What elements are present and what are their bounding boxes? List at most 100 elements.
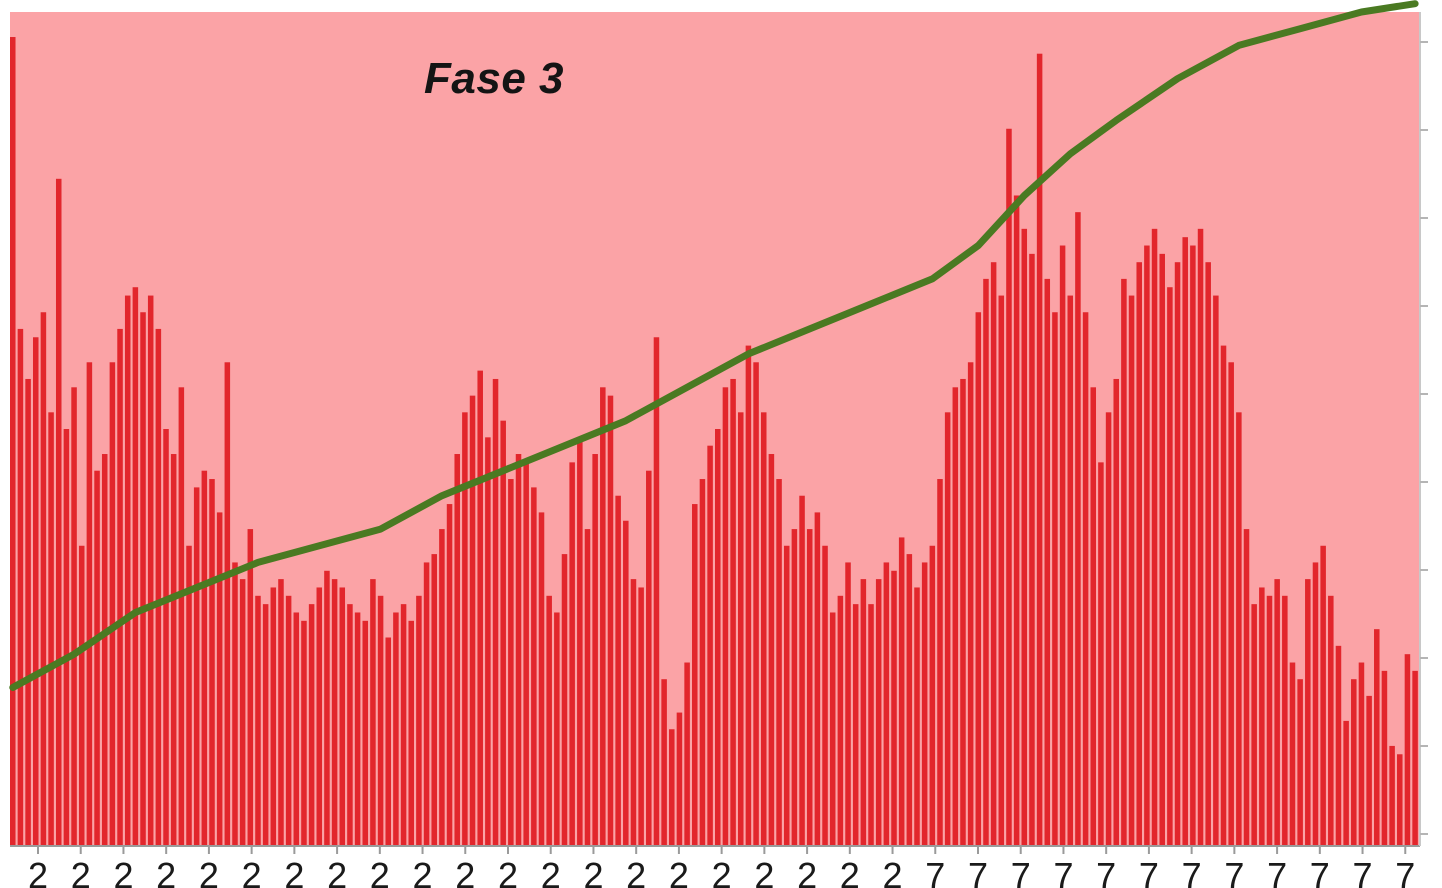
bar (653, 337, 660, 846)
bar (814, 512, 821, 846)
bar (446, 504, 453, 846)
bar (669, 729, 675, 846)
bar (1343, 720, 1349, 846)
x-tick-label: 7 (1053, 855, 1073, 888)
bar (301, 620, 307, 846)
bar (1082, 312, 1089, 846)
x-tick-label: 7 (1353, 855, 1373, 888)
bar (875, 579, 882, 846)
bar (1236, 412, 1242, 846)
bar (1067, 295, 1074, 846)
x-tick-label: 2 (242, 855, 262, 888)
bar (883, 562, 890, 846)
bar (155, 328, 162, 846)
bar (799, 495, 805, 846)
bar (1059, 245, 1066, 846)
bar (94, 470, 100, 846)
bar (1282, 595, 1288, 846)
x-tick-label: 7 (1011, 855, 1031, 888)
bar (431, 554, 437, 846)
bar (914, 587, 920, 846)
bar (990, 262, 997, 846)
bar (71, 387, 77, 846)
bar (921, 562, 928, 846)
bar (944, 412, 951, 846)
bar (768, 454, 775, 846)
bar (592, 454, 598, 846)
bar (416, 595, 422, 846)
bar (216, 512, 223, 846)
bar (1075, 212, 1081, 846)
bar (393, 612, 399, 846)
bar (454, 454, 460, 846)
bar (615, 495, 621, 846)
bar (1389, 745, 1395, 846)
bar (852, 604, 859, 846)
bar (868, 604, 874, 846)
bar (178, 387, 185, 846)
x-tick-label: 2 (413, 855, 433, 888)
bar (132, 287, 139, 847)
bar (1381, 670, 1388, 846)
chart-title: Fase 3 (424, 54, 564, 103)
bar (891, 570, 897, 846)
bar (967, 362, 974, 846)
bar-series (10, 37, 1418, 847)
bar (584, 529, 591, 846)
x-tick-label: 7 (925, 855, 945, 888)
bar (1052, 312, 1058, 846)
bar (25, 378, 31, 846)
x-tick-label: 2 (840, 855, 860, 888)
bar (40, 312, 47, 846)
bar (1312, 562, 1319, 846)
bar (1243, 529, 1250, 846)
x-tick-label: 2 (28, 855, 48, 888)
x-tick-label: 7 (1267, 855, 1287, 888)
bar (1159, 253, 1165, 847)
bar (1220, 345, 1227, 846)
bar (1412, 670, 1418, 846)
bar (224, 362, 231, 846)
bar (906, 554, 913, 846)
bar (209, 479, 215, 846)
bar (1090, 387, 1097, 846)
bar (339, 587, 346, 846)
bar (255, 595, 261, 846)
bar (1397, 754, 1403, 846)
bar (1029, 253, 1035, 847)
x-tick-label: 2 (199, 855, 219, 888)
bar (1259, 587, 1265, 846)
bar (845, 562, 851, 846)
bar (193, 487, 200, 846)
x-tick-label: 2 (156, 855, 176, 888)
bar (1205, 262, 1211, 846)
x-tick-label: 7 (1310, 855, 1330, 888)
bar (707, 445, 713, 846)
bar (1044, 278, 1051, 846)
bar (400, 604, 407, 846)
bar (1182, 237, 1188, 846)
bar (500, 420, 506, 846)
bar (860, 579, 867, 846)
bar (806, 529, 813, 846)
bar (17, 328, 24, 846)
bar (730, 378, 736, 846)
bar (546, 595, 552, 846)
bar (753, 362, 759, 846)
bar (776, 479, 782, 846)
bar (515, 454, 522, 846)
bar (898, 537, 905, 846)
bar (1266, 595, 1273, 846)
bar (975, 312, 982, 846)
bar (829, 612, 836, 846)
bar (676, 712, 683, 846)
x-tick-label: 2 (498, 855, 518, 888)
x-tick-label: 2 (541, 855, 561, 888)
bar (78, 545, 85, 846)
bar (791, 529, 798, 846)
right-axis-ticks (1420, 41, 1428, 835)
bar (1297, 679, 1303, 846)
bar (929, 545, 936, 846)
bar (1013, 195, 1020, 847)
